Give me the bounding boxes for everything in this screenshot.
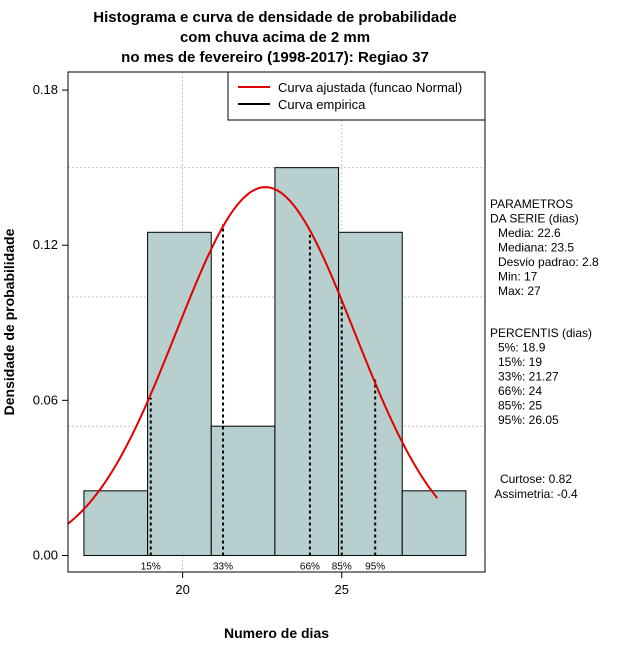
percentile-label-33: 33%	[213, 561, 233, 572]
legend: Curva ajustada (funcao Normal) Curva empi…	[227, 71, 486, 121]
percentis-line-3: 15%: 19	[498, 355, 542, 369]
percentis-line-6: 85%: 25	[498, 399, 542, 413]
histogram-bar-5	[338, 231, 403, 556]
legend-label-1: Curva ajustada (funcao Normal)	[278, 80, 462, 95]
percentis-line-2: 5%: 18.9	[498, 341, 546, 355]
percentis-line-5: 66%: 24	[498, 384, 542, 398]
histogram-bar-1	[83, 490, 149, 556]
percentile-lines: 15% 33% 66% 85% 95%	[141, 224, 385, 572]
fitted-normal-curve	[67, 186, 439, 525]
percentis-line-7: 95%: 26.05	[498, 413, 559, 427]
forma-line-1: Curtose: 0.82	[500, 472, 572, 486]
forma-line-2: Assimetria: -0.4	[494, 487, 578, 501]
y-axis-title: Densidade de probabilidade	[1, 228, 17, 415]
percentile-label-85: 85%	[332, 561, 352, 572]
percentis-line-4: 33%: 21.27	[498, 370, 559, 384]
y-tick-label-1: 0.06	[33, 392, 58, 407]
y-tick-label-2: 0.12	[33, 237, 58, 252]
axes: 20 25 0.00 0.06 0.12 0.18 Numero de dias Densid…	[1, 71, 486, 641]
legend-box	[227, 71, 486, 121]
fitted-curve-layer	[67, 186, 439, 525]
percentile-label-66: 66%	[300, 561, 320, 572]
parametros-line-4: Mediana: 23.5	[498, 241, 574, 255]
percentile-label-95: 95%	[365, 561, 385, 572]
chart-title: Histograma e curva de densidade de proba…	[93, 9, 456, 66]
title-line-3: no mes de fevereiro (1998-2017): Regiao …	[121, 49, 429, 66]
histogram-bars	[83, 167, 467, 556]
histogram-bar-3	[210, 425, 276, 556]
percentile-label-15: 15%	[141, 561, 161, 572]
parametros-line-7: Max: 27	[498, 284, 541, 298]
legend-label-2: Curva empirica	[278, 97, 366, 112]
parametros-line-3: Media: 22.6	[498, 226, 561, 240]
parametros-line-2: DA SERIE (dias)	[490, 212, 579, 226]
title-line-2: com chuva acima de 2 mm	[180, 29, 370, 46]
x-tick-label-25: 25	[335, 582, 349, 597]
parametros-line-5: Desvio padrao: 2.8	[498, 255, 599, 269]
title-line-1: Histograma e curva de densidade de proba…	[93, 9, 456, 26]
y-tick-label-3: 0.18	[33, 82, 58, 97]
histogram-bar-6	[401, 490, 467, 556]
y-tick-label-0: 0.00	[33, 547, 58, 562]
percentis-line-1: PERCENTIS (dias)	[490, 326, 592, 340]
x-tick-label-20: 20	[175, 582, 189, 597]
histogram-bar-2	[147, 231, 212, 556]
parametros-line-1: PARAMETROS	[490, 197, 573, 211]
histogram-bar-4	[274, 167, 340, 556]
parametros-line-6: Min: 17	[498, 270, 538, 284]
x-axis-title: Numero de dias	[224, 625, 329, 641]
